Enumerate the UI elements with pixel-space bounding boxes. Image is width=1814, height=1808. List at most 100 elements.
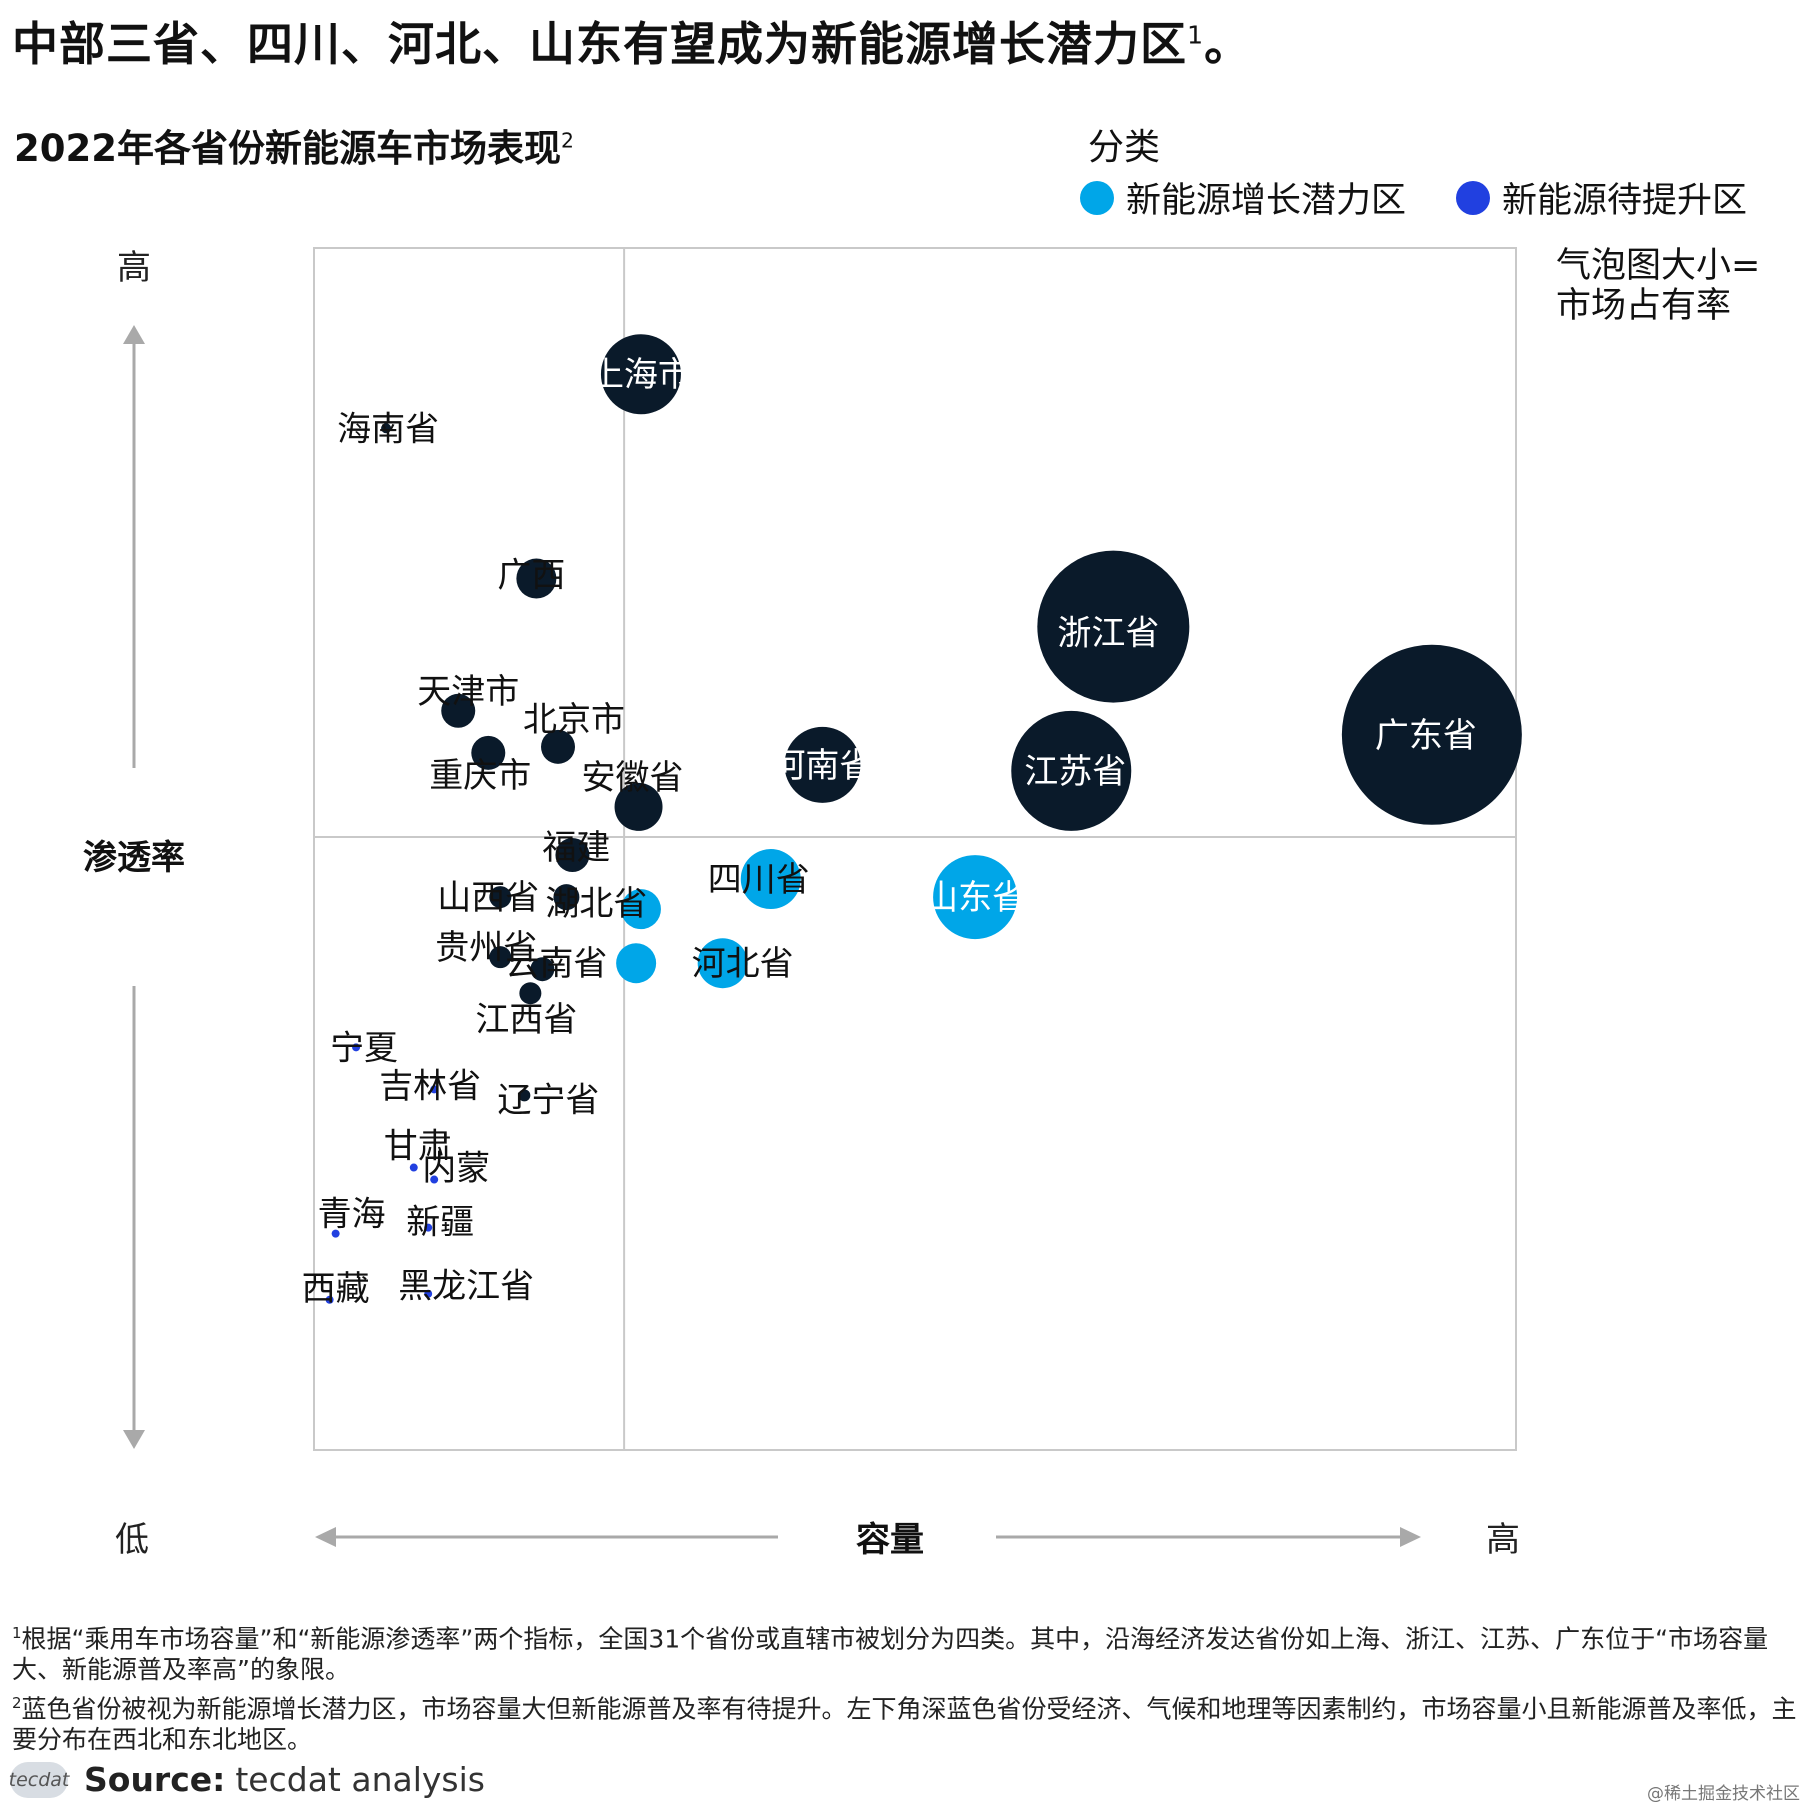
footnote-1: 1根据“乘用车市场容量”和“新能源渗透率”两个指标，全国31个省份或直辖市被划分… (12, 1618, 1802, 1685)
bubble-label-e9bb91e9be99e6b19fe79c81: 黑龙江省 (398, 1267, 534, 1307)
legend-label-potential: 新能源增长潜力区 (1126, 181, 1407, 221)
headline-text: 中部三省、四川、河北、山东有望成为新能源增长潜力区 (12, 17, 1187, 71)
footnote-2-marker: 2 (12, 1694, 22, 1712)
watermark: @稀土掘金技术社区 (1647, 1784, 1800, 1804)
page-headline: 中部三省、四川、河北、山东有望成为新能源增长潜力区1。 (12, 8, 1251, 74)
bubble-e79498e88283 (409, 1163, 418, 1172)
y-axis-arrows (123, 325, 145, 1449)
bubble-label-e59089e69e97e79c81: 吉林省 (379, 1066, 481, 1106)
legend-item-potential: 新能源增长潜力区 (1080, 172, 1406, 223)
headline-footnote-ref: 1 (1187, 20, 1205, 50)
bubble-e6b996e58d97e79c81 (616, 943, 657, 984)
bubble-label-e6b19fe8a5bfe79c81: 江西省 (475, 1000, 577, 1040)
y-high-label: 高 (117, 248, 151, 288)
bubble-label-e5b9bfe8a5bf: 广西 (497, 556, 565, 596)
bubble-label-e59b9be5b79de79c81: 四川省 (708, 860, 810, 900)
bubble-e58685e89299 (430, 1175, 439, 1184)
bubble-label-e99d92e6b5b7: 青海 (318, 1195, 386, 1235)
x-low-label: 低 (115, 1520, 149, 1560)
bubble-e4b88ae6b5b7e5b882 (600, 334, 681, 415)
bubble-label-e58685e89299: 内蒙 (422, 1149, 490, 1189)
bubble-label-e8b4b5e5b79ee79c81: 贵州省 (435, 928, 537, 968)
bubble-e5b1b1e4b89ce79c81 (933, 855, 1018, 940)
legend-dot-improve (1456, 180, 1490, 215)
bubble-e6b996e58c97e79c81e6b585 (620, 889, 661, 930)
bubble-label-e696b0e79686: 新疆 (406, 1203, 474, 1243)
bubble-label-e6b5b7e58d97e79c81: 海南省 (337, 409, 439, 449)
chart-subtitle: 2022年各省份新能源车市场表现2 (14, 118, 574, 172)
bubble-e6b2b3e58d97e79c81 (784, 726, 861, 803)
bubble-e6b2b3e58c97e79c81 (697, 938, 748, 989)
legend-dot-potential (1080, 180, 1114, 215)
bubble-e6b996e58c97e79c81 (553, 884, 580, 911)
legend-item-improve: 新能源待提升区 (1456, 172, 1747, 223)
bubble-label-e8a5bfe8978f: 西藏 (302, 1269, 370, 1309)
bubble-label-e8bebde5ae81e79c81: 辽宁省 (497, 1080, 599, 1120)
bubble-label-e5b9bfe4b89ce79c81: 广东省 (1375, 716, 1477, 756)
legend-label-improve: 新能源待提升区 (1502, 181, 1748, 221)
x-axis-label: 容量 (856, 1520, 924, 1560)
plot-frame (313, 247, 1517, 1451)
x-arrow-left-head (315, 1527, 336, 1547)
footnote-1-text: 根据“乘用车市场容量”和“新能源渗透率”两个指标，全国31个省份或直辖市被划分为… (12, 1624, 1769, 1685)
bubble-label-e5b1b1e4b89ce79c81: 山东省 (924, 878, 1026, 918)
bubble-e59089e69e97e79c81 (430, 1085, 439, 1094)
legend-title: 分类 (1088, 127, 1161, 168)
bubble-label-e5a4a9e6b4a5e5b882: 天津市 (417, 672, 519, 712)
subtitle-footnote-ref: 2 (560, 128, 574, 153)
bubble-label-e5b1b1e8a5bfe79c81: 山西省 (437, 878, 539, 918)
bubble-size-note: 气泡图大小= 市场占有率 (1556, 246, 1796, 326)
footnote-2: 2蓝色省份被视为新能源增长潜力区，市场容量大但新能源普及率有待提升。左下角深蓝色… (12, 1688, 1802, 1755)
subtitle-text: 2022年各省份新能源车市场表现 (14, 127, 561, 170)
bubble-e5ae89e5bebde79c81 (614, 782, 663, 831)
bubble-e8bebde5ae81e79c81 (518, 1089, 531, 1102)
bubble-e99d92e6b5b7 (331, 1229, 340, 1238)
bubble-e5a4a9e6b4a5e5b882 (441, 693, 476, 728)
bubble-label-e4ba91e58d97e79c81: 云南省 (505, 944, 607, 984)
bubble-label-e6b2b3e58c97e79c81: 河北省 (692, 944, 794, 984)
bubble-label-e5ae89e5bebde79c81: 安徽省 (582, 758, 684, 798)
bubble-label-e4b88ae6b5b7e5b882: 上海市 (590, 355, 692, 395)
footnote-2-text: 蓝色省份被视为新能源增长潜力区，市场容量大但新能源普及率有待提升。左下角深蓝色省… (12, 1694, 1797, 1755)
bubble-e7a68fe5bbba (555, 838, 590, 873)
headline-end: 。 (1204, 17, 1252, 71)
bubble-e6b599e6b19fe79c81 (1037, 550, 1190, 703)
bubble-layer (325, 334, 1522, 1304)
bubble-label-e79498e88283: 甘肃 (384, 1127, 452, 1167)
bubble-e6b19fe88b8fe79c81 (1011, 710, 1132, 831)
bubble-label-e6b2b3e58d97e79c81: 河南省 (771, 746, 873, 786)
bubble-label-e7a68fe5bbba: 福建 (542, 828, 610, 868)
bubble-e8a5bfe8978f (325, 1295, 334, 1304)
tecdat-logo: tecdat (9, 1761, 69, 1798)
bubble-label-e6b996e58c97e79c81: 湖北省 (545, 884, 647, 924)
x-high-label: 高 (1486, 1520, 1520, 1560)
footnote-1-marker: 1 (12, 1624, 22, 1642)
x-arrow-right-head (1400, 1527, 1421, 1547)
bubble-e58c97e4baace5b882 (541, 729, 576, 764)
source-text: tecdat analysis (235, 1760, 485, 1799)
bubble-note-line2: 市场占有率 (1556, 286, 1732, 326)
bubble-e59b9be5b79de79c81 (740, 849, 801, 910)
y-axis-label: 渗透率 (83, 838, 185, 878)
bubble-e5b9bfe4b89ce79c81 (1341, 644, 1522, 825)
bubble-e6b5b7e58d97e79c81 (381, 423, 392, 434)
bubble-e4ba91e58d97e79c81 (530, 957, 555, 982)
source-label: Source: (84, 1760, 226, 1799)
bubble-label-e58c97e4baace5b882: 北京市 (523, 700, 625, 740)
bubble-e5ae81e5a48f (352, 1043, 361, 1052)
bubble-e9878de5ba86e5b882 (471, 735, 506, 770)
bubble-e5b9bfe8a5bf (516, 558, 557, 599)
y-arrow-down-head (123, 1430, 145, 1449)
bubble-e696b0e79686 (424, 1223, 433, 1232)
bubble-label-e9878de5ba86e5b882: 重庆市 (429, 756, 531, 796)
bubble-label-e6b19fe88b8fe79c81: 江苏省 (1024, 752, 1126, 792)
bubble-label-e6b599e6b19fe79c81: 浙江省 (1057, 614, 1159, 654)
bubble-e9bb91e9be99e6b19fe79c81 (424, 1289, 433, 1298)
y-arrow-up-head (123, 325, 145, 344)
source-line: tecdat Source: tecdat analysis (9, 1760, 485, 1799)
bubble-note-line1: 气泡图大小= (1556, 246, 1761, 286)
bubble-chart: 高 渗透率 低 容量 高 上海市海南省广西浙江省广东省天津市北京市重庆市 河南省江… (83, 247, 1522, 1560)
x-axis-arrows (315, 1527, 1421, 1547)
bubble-label-e5ae81e5a48f: 宁夏 (330, 1028, 398, 1068)
